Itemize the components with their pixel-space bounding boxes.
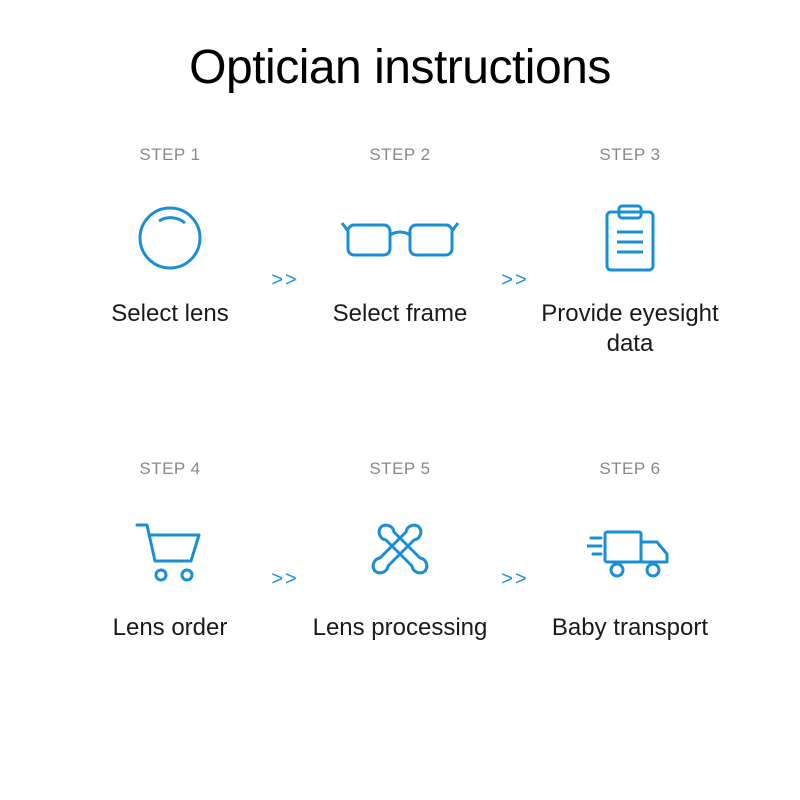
step-label: STEP 5 <box>369 459 430 479</box>
step-desc: Baby transport <box>552 613 708 643</box>
arrow-icon: >> <box>501 269 528 292</box>
truck-icon <box>587 515 673 589</box>
step-3: STEP 3 Provide eyesight data <box>530 145 730 359</box>
step-4: STEP 4 Lens order <box>70 459 270 643</box>
step-desc: Lens processing <box>313 613 488 643</box>
glasses-icon <box>340 201 460 275</box>
step-label: STEP 3 <box>599 145 660 165</box>
step-label: STEP 6 <box>599 459 660 479</box>
step-desc: Lens order <box>113 613 228 643</box>
step-1: STEP 1 Select lens <box>70 145 270 329</box>
steps-row-2: STEP 4 Lens order >> STEP 5 <box>70 459 730 643</box>
steps-row-1: STEP 1 Select lens >> STEP 2 <box>70 145 730 359</box>
step-2: STEP 2 Select frame <box>300 145 500 329</box>
arrow-icon: >> <box>271 568 298 591</box>
step-6: STEP 6 Baby transport <box>530 459 730 643</box>
step-label: STEP 1 <box>139 145 200 165</box>
lens-icon <box>137 201 203 275</box>
steps-rows: STEP 1 Select lens >> STEP 2 <box>0 145 800 643</box>
step-label: STEP 4 <box>139 459 200 479</box>
infographic-container: Optician instructions STEP 1 Select lens… <box>0 0 800 800</box>
step-desc: Provide eyesight data <box>530 299 730 359</box>
step-label: STEP 2 <box>369 145 430 165</box>
step-desc: Select frame <box>333 299 468 329</box>
step-5: STEP 5 Lens processing <box>300 459 500 643</box>
arrow-icon: >> <box>271 269 298 292</box>
page-title: Optician instructions <box>189 40 611 95</box>
step-desc: Select lens <box>111 299 228 329</box>
cart-icon <box>133 515 207 589</box>
tools-icon <box>367 515 433 589</box>
clipboard-icon <box>601 201 659 275</box>
arrow-icon: >> <box>501 568 528 591</box>
